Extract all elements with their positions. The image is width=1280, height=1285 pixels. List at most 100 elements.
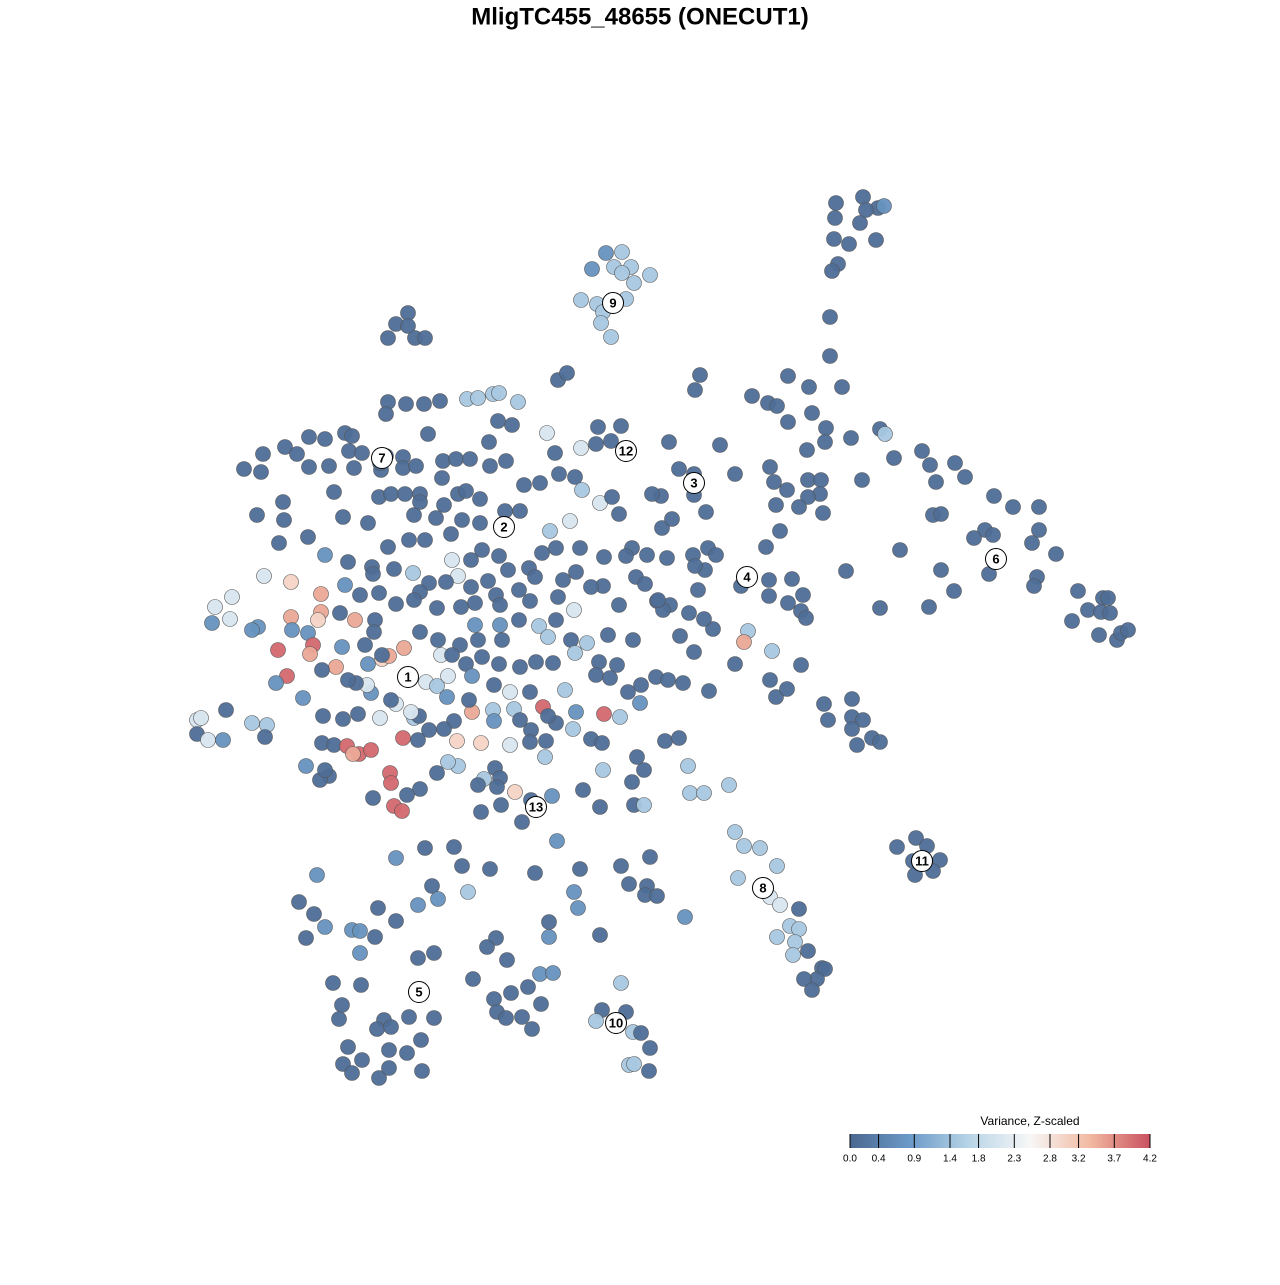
- point: [218, 702, 234, 718]
- point: [574, 482, 590, 498]
- point: [222, 611, 238, 627]
- point: [1080, 602, 1096, 618]
- point: [547, 445, 563, 461]
- point: [366, 624, 382, 640]
- point: [400, 318, 416, 334]
- point: [444, 552, 460, 568]
- colorbar-title: Variance, Z-scaled: [980, 1114, 1079, 1128]
- point: [872, 600, 888, 616]
- point: [611, 597, 627, 613]
- point: [675, 675, 691, 691]
- point: [277, 439, 293, 455]
- point: [374, 647, 390, 663]
- point: [1064, 613, 1080, 629]
- point: [383, 692, 399, 708]
- point: [481, 434, 497, 450]
- point: [603, 329, 619, 345]
- point: [491, 385, 507, 401]
- point: [815, 505, 831, 521]
- point: [416, 396, 432, 412]
- point: [503, 985, 519, 1001]
- point: [470, 777, 486, 793]
- point: [410, 950, 426, 966]
- cluster-label: 7: [378, 450, 385, 465]
- point: [417, 840, 433, 856]
- point: [309, 867, 325, 883]
- cluster-label: 3: [690, 475, 697, 490]
- point: [408, 458, 424, 474]
- point: [524, 1021, 540, 1037]
- point: [491, 548, 507, 564]
- point: [430, 891, 446, 907]
- point: [413, 1032, 429, 1048]
- point: [511, 612, 527, 628]
- point: [886, 450, 902, 466]
- point: [386, 561, 402, 577]
- point: [779, 681, 795, 697]
- point: [410, 897, 426, 913]
- colorbar-tick-label: 4.2: [1143, 1154, 1157, 1165]
- point: [270, 642, 286, 658]
- point: [532, 475, 548, 491]
- point: [396, 640, 412, 656]
- point: [388, 850, 404, 866]
- point: [510, 394, 526, 410]
- point: [467, 617, 483, 633]
- point: [573, 292, 589, 308]
- point: [306, 906, 322, 922]
- point: [1031, 499, 1047, 515]
- cluster-label-circle: [602, 292, 624, 314]
- point: [762, 459, 778, 475]
- point: [380, 330, 396, 346]
- point: [449, 733, 465, 749]
- point: [436, 721, 452, 737]
- point: [572, 861, 588, 877]
- point: [664, 511, 680, 527]
- point: [482, 458, 498, 474]
- point: [424, 878, 440, 894]
- point: [1031, 522, 1047, 538]
- point: [541, 914, 557, 930]
- point: [531, 618, 547, 634]
- point: [568, 564, 584, 580]
- cluster-label: 8: [759, 880, 766, 895]
- point: [642, 1040, 658, 1056]
- point: [486, 677, 502, 693]
- point: [257, 729, 273, 745]
- point: [730, 870, 746, 886]
- point: [381, 1042, 397, 1058]
- point: [588, 667, 604, 683]
- point: [334, 997, 350, 1013]
- point: [1024, 535, 1040, 551]
- point: [313, 586, 329, 602]
- point: [727, 466, 743, 482]
- colorbar-tick-label: 3.2: [1072, 1154, 1086, 1165]
- point: [224, 589, 240, 605]
- point: [354, 1052, 370, 1068]
- point: [660, 672, 676, 688]
- point: [609, 657, 625, 673]
- point: [780, 414, 796, 430]
- point: [347, 612, 363, 628]
- point: [406, 507, 422, 523]
- point: [572, 540, 588, 556]
- point: [727, 824, 743, 840]
- point: [463, 579, 479, 595]
- point: [271, 535, 287, 551]
- point: [614, 265, 630, 281]
- point: [383, 775, 399, 791]
- point: [986, 488, 1002, 504]
- point: [632, 695, 648, 711]
- point: [298, 930, 314, 946]
- point: [412, 781, 428, 797]
- point: [620, 684, 636, 700]
- point: [498, 453, 514, 469]
- point: [798, 610, 814, 626]
- cluster-label: 4: [743, 569, 751, 584]
- point: [317, 431, 333, 447]
- point: [507, 784, 523, 800]
- point: [545, 655, 561, 671]
- point: [598, 245, 614, 261]
- cluster-label: 6: [992, 551, 999, 566]
- point: [914, 443, 930, 459]
